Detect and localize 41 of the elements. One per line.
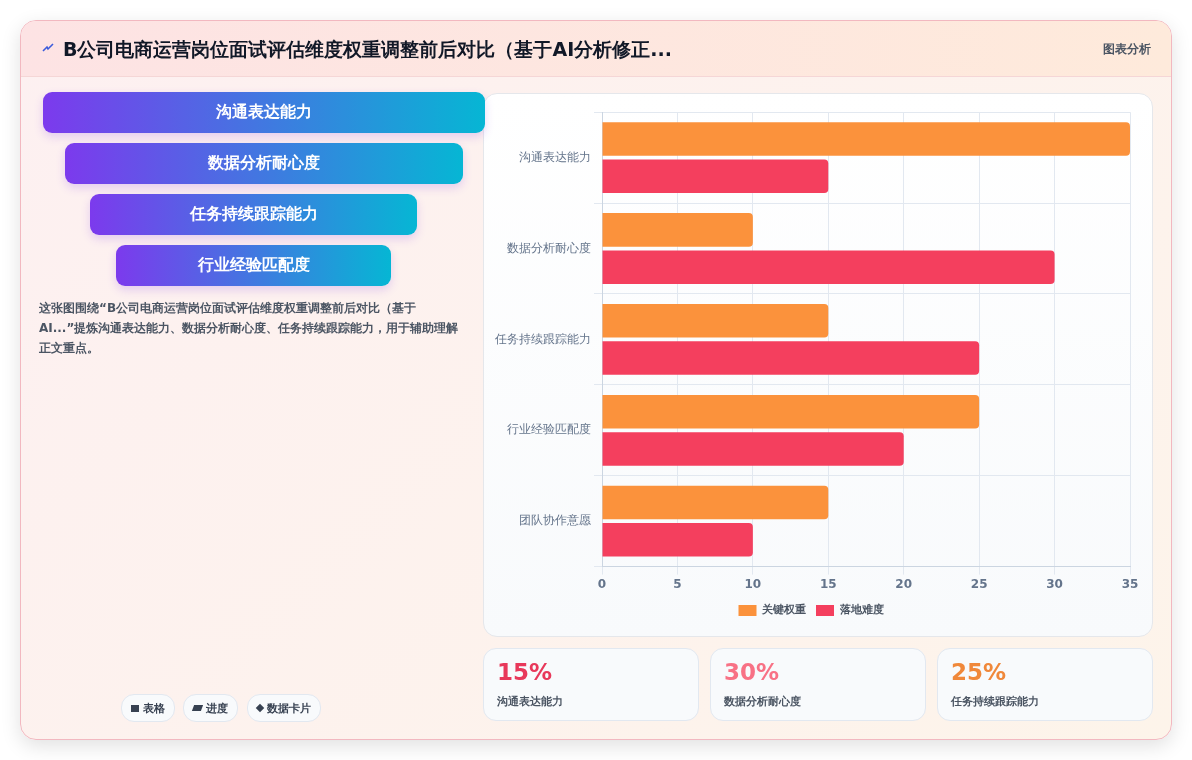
text: 行业经验匹配度 — [116, 245, 391, 286]
text: 图表分析 — [1103, 41, 1151, 58]
bar — [602, 432, 904, 466]
text: 进度 — [206, 700, 228, 716]
y-tick-label: 数据分析耐心度 — [507, 240, 591, 255]
legend-label: 关键权重 — [761, 603, 806, 617]
bar — [602, 394, 980, 429]
text: B公司电商运营岗位面试评估维度权重调整前后对比（基于AI分析修正... — [63, 37, 672, 62]
y-tick-label: 团队协作意愿 — [519, 513, 591, 528]
x-tick-label: 0 — [597, 576, 607, 591]
legend-label: 落地难度 — [838, 603, 884, 617]
bar — [602, 122, 1130, 156]
text: 数据分析耐心度 — [724, 694, 801, 709]
text: 任务持续跟踪能力 — [951, 694, 1039, 709]
text: 数据卡片 — [267, 700, 311, 716]
x-tick-label: 30 — [1046, 576, 1063, 591]
bar — [602, 213, 753, 247]
bar — [602, 159, 829, 194]
text: 任务持续跟踪能力 — [90, 194, 417, 235]
text: 数据分析耐心度 — [65, 143, 463, 184]
x-tick-label: 5 — [673, 576, 682, 591]
y-tick-label: 任务持续跟踪能力 — [494, 331, 591, 346]
y-tick-label: 沟通表达能力 — [519, 149, 591, 164]
x-tick-label: 15 — [819, 576, 837, 591]
bar — [602, 341, 980, 375]
text: 15% — [497, 659, 553, 685]
bar — [602, 304, 829, 338]
text: 25% — [951, 659, 1007, 685]
bar — [602, 485, 829, 520]
bar — [602, 250, 1055, 284]
text: 表格 — [143, 700, 165, 716]
text: 这张图围绕“B公司电商运营岗位面试评估维度权重调整前后对比（基于AI...”提炼沟通表达能力、数据分析耐心度、任务持续跟踪能力，用于辅助理解正文重点。 — [39, 300, 459, 357]
text: 30% — [724, 659, 780, 685]
x-tick-label: 25 — [970, 576, 988, 591]
x-tick-label: 10 — [744, 576, 762, 591]
x-tick-label: 20 — [895, 576, 913, 591]
y-tick-label: 行业经验匹配度 — [507, 422, 591, 437]
x-tick-label: 35 — [1121, 576, 1139, 591]
text: 沟通表达能力 — [497, 694, 563, 709]
bar — [602, 523, 753, 557]
text: 沟通表达能力 — [43, 92, 485, 133]
